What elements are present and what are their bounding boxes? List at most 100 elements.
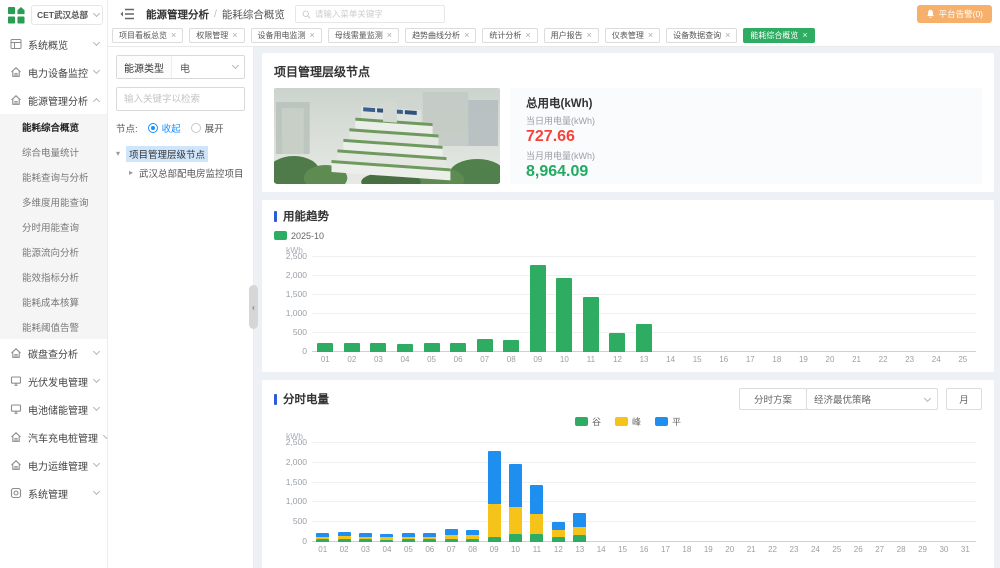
tab-close-icon[interactable]: ×: [647, 30, 654, 40]
tab[interactable]: 统计分析 ×: [482, 28, 538, 43]
bar-峰-08[interactable]: [466, 535, 480, 540]
bar-峰-13[interactable]: [573, 527, 587, 536]
collapse-menu-icon[interactable]: [120, 7, 136, 21]
bar-谷-12[interactable]: [551, 536, 565, 542]
tab-close-icon[interactable]: ×: [171, 30, 177, 40]
bar-2025-10-13[interactable]: [636, 323, 652, 352]
tab[interactable]: 用户报告 ×: [543, 28, 599, 43]
tab[interactable]: 设备数据查询 ×: [666, 28, 738, 43]
radio-collapse[interactable]: 收起: [147, 121, 181, 135]
sidebar-item-energy-management-analysis[interactable]: 能源管理分析: [0, 86, 107, 114]
energy-type-select[interactable]: 能源类型 电: [116, 55, 245, 79]
bar-峰-05[interactable]: [401, 536, 415, 540]
bar-2025-10-08[interactable]: [503, 340, 520, 352]
tab-close-icon[interactable]: ×: [802, 30, 808, 40]
bar-2025-10-09[interactable]: [529, 264, 546, 352]
tab[interactable]: 设备用电监测 ×: [250, 28, 322, 43]
sidebar-subitem[interactable]: 能源流向分析: [22, 247, 80, 259]
sidebar-subitem[interactable]: 能效指标分析: [22, 272, 80, 284]
bar-2025-10-10[interactable]: [556, 277, 573, 352]
sidebar-item-system-overview[interactable]: 系统概览: [0, 30, 107, 58]
bar-峰-02[interactable]: [337, 536, 351, 540]
sidebar-subitem[interactable]: 能耗阈值告警: [22, 322, 80, 334]
sidebar-item-power-device-monitoring[interactable]: 电力设备监控: [0, 58, 107, 86]
tree-search-input[interactable]: [116, 87, 245, 111]
bar-峰-01[interactable]: [316, 536, 330, 540]
tab-close-icon[interactable]: ×: [464, 30, 470, 40]
bar-峰-04[interactable]: [380, 537, 394, 540]
sidebar-item-carbon-inventory-analysis[interactable]: 碳盘查分析: [0, 339, 107, 367]
menu-search[interactable]: [294, 5, 445, 23]
bar-谷-01[interactable]: [316, 539, 330, 542]
tab[interactable]: 能耗综合概览 ×: [743, 28, 815, 43]
bar-平-05[interactable]: [401, 533, 415, 537]
bar-谷-11[interactable]: [530, 534, 544, 542]
bar-平-13[interactable]: [573, 512, 587, 528]
bar-平-09[interactable]: [487, 450, 501, 505]
sidebar-item-system-management[interactable]: 系统管理: [0, 479, 107, 507]
tree-caret-icon[interactable]: ▸: [129, 168, 134, 177]
org-selector[interactable]: CET武汉总部: [31, 5, 103, 25]
tab[interactable]: 项目看板总览 ×: [112, 28, 184, 43]
bar-平-08[interactable]: [466, 529, 480, 536]
bar-谷-09[interactable]: [487, 536, 501, 542]
tree-caret-icon[interactable]: ▾: [116, 149, 121, 158]
bar-平-02[interactable]: [337, 532, 351, 537]
sidebar-subitem[interactable]: 能耗成本核算: [22, 297, 80, 309]
bar-峰-03[interactable]: [359, 536, 373, 540]
tab[interactable]: 趋势曲线分析 ×: [405, 28, 477, 43]
bar-平-04[interactable]: [380, 533, 394, 538]
bar-峰-10[interactable]: [508, 507, 522, 535]
panel-collapse-handle[interactable]: ‹: [249, 285, 258, 329]
bar-2025-10-04[interactable]: [396, 344, 413, 352]
bar-谷-05[interactable]: [401, 539, 415, 542]
tab[interactable]: 权限管理 ×: [189, 28, 245, 43]
bar-平-01[interactable]: [316, 533, 330, 537]
radio-expand[interactable]: 展开: [190, 121, 224, 135]
bar-谷-07[interactable]: [444, 539, 458, 542]
legend-item[interactable]: 2025-10: [274, 231, 324, 241]
bar-谷-13[interactable]: [573, 535, 587, 542]
bar-谷-10[interactable]: [508, 534, 522, 542]
bar-谷-08[interactable]: [466, 539, 480, 542]
strategy-select[interactable]: 经济最优策略: [806, 388, 938, 410]
bar-谷-04[interactable]: [380, 539, 394, 542]
bar-平-10[interactable]: [508, 464, 522, 508]
bar-峰-09[interactable]: [487, 504, 501, 537]
sidebar-item-battery-storage-management[interactable]: 电池储能管理: [0, 395, 107, 423]
bar-峰-07[interactable]: [444, 534, 458, 540]
bar-平-03[interactable]: [359, 532, 373, 537]
platform-alarm-button[interactable]: 平台告警(0): [916, 5, 992, 23]
legend-item[interactable]: 平: [655, 415, 681, 428]
tab[interactable]: 仪表管理 ×: [604, 28, 661, 43]
tab-close-icon[interactable]: ×: [586, 30, 592, 40]
tree-node[interactable]: ▾ 项目管理层级节点: [116, 144, 245, 163]
bar-2025-10-03[interactable]: [370, 343, 387, 352]
tab[interactable]: 母线需量监测 ×: [327, 28, 400, 43]
tab-close-icon[interactable]: ×: [725, 30, 731, 40]
bar-平-06[interactable]: [423, 532, 437, 537]
bar-2025-10-05[interactable]: [423, 343, 440, 352]
legend-item[interactable]: 峰: [614, 415, 641, 428]
bar-平-11[interactable]: [530, 484, 544, 515]
sidebar-subitem[interactable]: 分时用能查询: [22, 222, 80, 234]
sidebar-subitem[interactable]: 多维度用能查询: [22, 197, 89, 209]
breadcrumb-parent[interactable]: 能源管理分析: [146, 8, 209, 21]
bar-2025-10-01[interactable]: [317, 343, 334, 352]
bar-谷-02[interactable]: [337, 539, 351, 542]
bar-峰-12[interactable]: [551, 529, 565, 537]
bar-峰-11[interactable]: [530, 514, 544, 535]
tab-close-icon[interactable]: ×: [232, 30, 238, 40]
bar-2025-10-02[interactable]: [343, 342, 360, 352]
sidebar-item-ev-charger-management[interactable]: 汽车充电桩管理: [0, 423, 107, 451]
bar-2025-10-12[interactable]: [609, 332, 626, 352]
sidebar-subitem[interactable]: 能耗查询与分析: [22, 172, 89, 184]
bar-2025-10-11[interactable]: [582, 296, 599, 352]
sidebar-subitem[interactable]: 能耗综合概览: [22, 122, 80, 134]
legend-item[interactable]: 谷: [574, 415, 601, 428]
bar-2025-10-06[interactable]: [450, 343, 467, 352]
menu-search-input[interactable]: [314, 9, 438, 19]
tab-close-icon[interactable]: ×: [309, 30, 315, 40]
tab-close-icon[interactable]: ×: [386, 30, 393, 40]
bar-平-07[interactable]: [444, 528, 458, 535]
